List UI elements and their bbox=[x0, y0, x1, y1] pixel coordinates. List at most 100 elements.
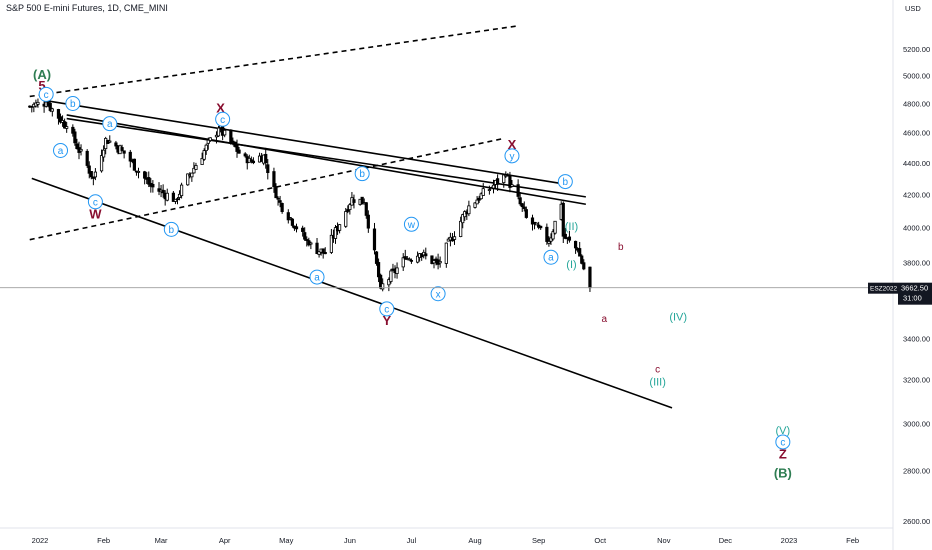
candle bbox=[235, 139, 239, 158]
candle bbox=[132, 158, 136, 171]
candle bbox=[459, 216, 463, 238]
solid-trendline[interactable] bbox=[31, 177, 673, 409]
candle bbox=[381, 278, 385, 292]
candle bbox=[223, 128, 227, 138]
price-tick-label: 4800.00 bbox=[903, 100, 930, 109]
candle bbox=[315, 237, 319, 255]
axes-layer: USD 5200.00 5000.00 4800.00 4600.00 4400.00 4… bbox=[32, 4, 930, 545]
candle bbox=[452, 231, 457, 245]
candle bbox=[157, 182, 161, 196]
grid-layer bbox=[0, 0, 894, 550]
candle bbox=[582, 259, 586, 271]
candle bbox=[278, 195, 282, 208]
candle bbox=[403, 249, 407, 260]
currency-label: USD bbox=[905, 4, 921, 13]
candle bbox=[551, 229, 555, 241]
candle bbox=[487, 185, 492, 195]
wave-label-circle: a bbox=[102, 116, 118, 132]
candle bbox=[75, 138, 79, 150]
candle bbox=[73, 128, 77, 146]
candle bbox=[280, 202, 284, 214]
wave-label: 5 bbox=[38, 78, 45, 93]
wave-label-text: a bbox=[314, 273, 320, 284]
solid-trendline[interactable] bbox=[66, 114, 586, 206]
time-tick-label: 2023 bbox=[781, 536, 798, 545]
candle bbox=[366, 210, 370, 233]
wave-label: (B) bbox=[774, 466, 792, 481]
candle bbox=[229, 129, 233, 145]
wave-label-text: c bbox=[44, 90, 49, 101]
candle bbox=[216, 125, 221, 137]
candle bbox=[93, 168, 98, 181]
solid-trendline[interactable] bbox=[46, 99, 570, 186]
candle bbox=[208, 137, 212, 142]
wave-label: c bbox=[655, 365, 660, 376]
wave-label-circle: a bbox=[53, 142, 69, 158]
candle bbox=[243, 152, 247, 158]
candle bbox=[547, 236, 551, 247]
candles-layer bbox=[28, 95, 592, 292]
candle bbox=[114, 140, 118, 150]
candle bbox=[276, 196, 280, 206]
price-tick-label: 4600.00 bbox=[903, 128, 930, 137]
wave-label-text: b bbox=[169, 225, 175, 236]
wave-label-circle: a bbox=[543, 249, 559, 265]
candle bbox=[147, 171, 151, 188]
candle bbox=[102, 145, 106, 162]
candle bbox=[372, 222, 377, 255]
candle bbox=[65, 121, 69, 133]
wave-label-text: a bbox=[548, 253, 554, 264]
candle bbox=[151, 180, 155, 193]
candle bbox=[580, 254, 584, 265]
candle bbox=[534, 222, 539, 226]
candle bbox=[444, 242, 448, 268]
candle bbox=[286, 209, 290, 224]
candle bbox=[136, 167, 141, 179]
candle bbox=[329, 228, 333, 255]
candle bbox=[175, 197, 180, 205]
time-tick-label: Aug bbox=[468, 536, 481, 545]
candle bbox=[204, 143, 208, 155]
wave-label: (III) bbox=[649, 377, 666, 389]
candle bbox=[407, 257, 411, 261]
candle bbox=[120, 144, 124, 152]
candle bbox=[379, 273, 383, 290]
candle bbox=[264, 147, 268, 169]
wave-label-circle: c bbox=[38, 86, 54, 102]
wave-label-circle: b bbox=[557, 174, 573, 190]
wave-label-text: b bbox=[359, 169, 365, 180]
trendline-layer[interactable] bbox=[29, 25, 673, 409]
candle bbox=[108, 135, 112, 144]
candle bbox=[303, 227, 307, 241]
time-tick-label: 2022 bbox=[32, 536, 49, 545]
price-tick-label: 4000.00 bbox=[903, 224, 930, 233]
candle bbox=[438, 256, 442, 268]
dashed-trendline[interactable] bbox=[29, 137, 504, 241]
wave-label-text: c bbox=[220, 115, 225, 126]
time-tick-label: Jul bbox=[407, 536, 417, 545]
candle bbox=[206, 137, 210, 150]
wave-label-text: b bbox=[563, 177, 569, 188]
wave-label-text: w bbox=[407, 220, 416, 231]
wave-label-text: c bbox=[780, 437, 785, 448]
time-tick-label: May bbox=[279, 536, 293, 545]
dashed-trendline[interactable] bbox=[29, 25, 519, 98]
wave-label: (II) bbox=[565, 221, 578, 233]
candle bbox=[71, 124, 75, 137]
price-tag-bg bbox=[898, 282, 932, 305]
wave-label-circle: b bbox=[65, 96, 81, 112]
solid-trendline[interactable] bbox=[66, 117, 586, 198]
price-tick-label: 3200.00 bbox=[903, 376, 930, 385]
candle bbox=[79, 144, 83, 156]
symbol-tag-text: ESZ2022 bbox=[870, 286, 897, 293]
price-tick-label: 4400.00 bbox=[903, 159, 930, 168]
candle bbox=[89, 171, 93, 180]
candle bbox=[346, 205, 350, 214]
candle bbox=[85, 149, 89, 168]
wave-label: (I) bbox=[566, 259, 576, 271]
candle bbox=[496, 174, 500, 192]
candle bbox=[321, 248, 325, 259]
wave-label: b bbox=[618, 242, 624, 253]
